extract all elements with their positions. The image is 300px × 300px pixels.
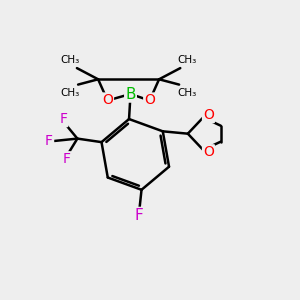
- Text: B: B: [125, 86, 136, 101]
- Text: O: O: [102, 94, 113, 107]
- Text: O: O: [203, 145, 214, 159]
- Text: F: F: [62, 152, 70, 166]
- Text: CH₃: CH₃: [178, 88, 197, 98]
- Text: F: F: [45, 134, 53, 148]
- Text: O: O: [144, 94, 155, 107]
- Text: F: F: [59, 112, 67, 126]
- Text: O: O: [203, 108, 214, 122]
- Text: CH₃: CH₃: [177, 55, 197, 65]
- Text: F: F: [135, 208, 143, 223]
- Text: CH₃: CH₃: [60, 88, 80, 98]
- Text: CH₃: CH₃: [61, 55, 80, 65]
